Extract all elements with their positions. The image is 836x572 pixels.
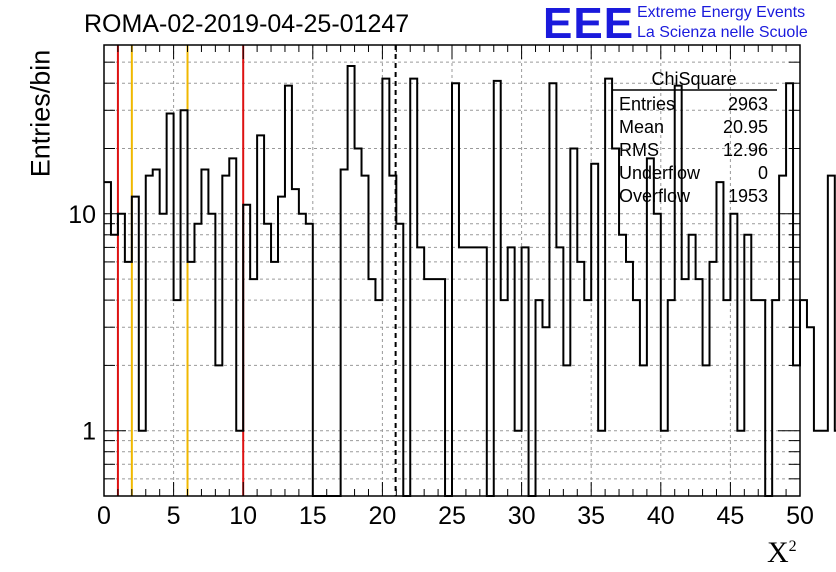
stats-box-name: ChiSquare [651,69,736,89]
stats-box-rows: Entries 2963 Mean 20.95 RMS 12.96 Underflow 0 Ov… [619,94,768,206]
y-tick-label: 10 [68,201,96,229]
x-tick-label: 0 [97,502,111,530]
x-tick-label: 15 [299,502,327,530]
x-tick-label: 20 [368,502,396,530]
eee-logo: EEE Extreme Energy Events La Scienza nel… [543,2,833,46]
stats-row-value: 1953 [728,186,768,206]
stats-row-label: Mean [619,117,664,137]
histogram-step-line [104,65,836,497]
x-tick-label: 10 [229,502,257,530]
x-tick-label: 25 [438,502,466,530]
x-tick-label: 35 [577,502,605,530]
x-tick-label: 50 [786,502,814,530]
x-axis-label: X2 [767,536,797,570]
stats-row-label: Entries [619,94,675,114]
logo-line-2: La Scienza nelle Scuole [637,24,808,41]
x-axis-label-text: X [767,536,789,569]
eee-logo-mark: EEE [543,0,635,48]
histogram-title: ROMA-02-2019-04-25-01247 [84,10,410,38]
x-tick-label: 30 [508,502,536,530]
stats-row-value: 12.96 [723,140,768,160]
stats-box: ChiSquare Entries 2963 Mean 20.95 RMS 12.96 Un… [612,69,777,206]
stats-row-label: Underflow [619,163,701,183]
x-axis-ticks: 0 5 10 15 20 25 30 35 40 45 50 [97,45,814,530]
logo-line-1: Extreme Energy Events [637,4,806,21]
x-tick-label: 45 [716,502,744,530]
x-tick-label: 5 [167,502,181,530]
x-tick-label: 40 [647,502,675,530]
y-axis-ticks: 1 10 [68,44,800,497]
stats-row-value: 20.95 [723,117,768,137]
stats-row-value: 2963 [728,94,768,114]
x-axis-label-sup: 2 [788,538,797,555]
stats-row-label: RMS [619,140,659,160]
y-tick-label: 1 [82,418,96,446]
stats-row-label: Overflow [619,186,691,206]
stats-row-value: 0 [758,163,768,183]
